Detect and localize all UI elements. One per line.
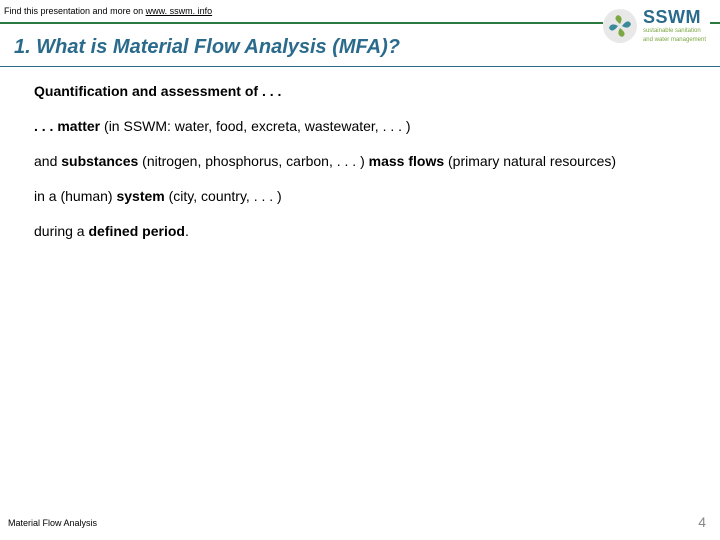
sswm-link[interactable]: www. sswm. info [146,6,213,16]
line-system: in a (human) system (city, country, . . … [34,187,690,206]
logo-area: SSWM sustainable sanitation and water ma… [603,8,710,47]
title-blue-rule [0,66,720,67]
page-number: 4 [698,514,706,530]
content-body: Quantification and assessment of . . . .… [34,82,690,256]
logo-sub-line1: sustainable sanitation [643,28,706,35]
logo-main-text: SSWM [643,8,706,26]
line-matter: . . . matter (in SSWM: water, food, excr… [34,117,690,136]
matter-rest: (in SSWM: water, food, excreta, wastewat… [100,118,410,134]
line-substances: and substances (nitrogen, phosphorus, ca… [34,152,690,171]
footer-title: Material Flow Analysis [8,518,97,528]
page-title: 1. What is Material Flow Analysis (MFA)? [14,36,400,59]
sswm-pinwheel-icon [603,9,637,43]
line-period: during a defined period. [34,222,690,241]
matter-bold: . . . matter [34,118,100,134]
find-text: Find this presentation and more on [4,6,146,16]
logo-sub-line2: and water management [643,37,706,44]
top-info-bar: Find this presentation and more on www. … [4,6,212,16]
subheading: Quantification and assessment of . . . [34,82,690,101]
logo-text-block: SSWM sustainable sanitation and water ma… [643,8,706,43]
